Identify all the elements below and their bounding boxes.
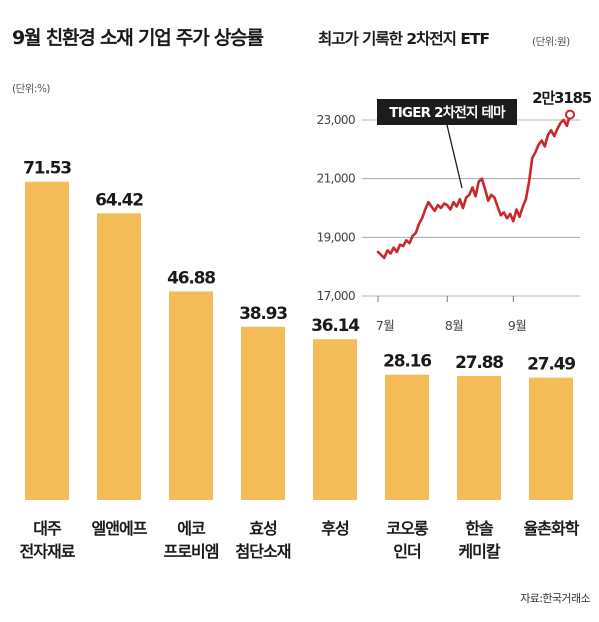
category-label: 전자재료 xyxy=(20,542,76,561)
category-label: 후성 xyxy=(321,519,349,538)
category-label: 효성 xyxy=(249,519,277,538)
line-chart: 최고가 기록한 2차전지 ETF (단위:원) 17,000 19,000 21,0… xyxy=(317,29,593,333)
category-label: 코오롱 xyxy=(386,519,428,538)
category-label: 에코 xyxy=(177,519,206,538)
y-tick-label: 17,000 xyxy=(317,289,355,303)
category-label: 인더 xyxy=(393,542,421,561)
category-label: 율촌화학 xyxy=(524,519,580,538)
bar-value-label: 46.88 xyxy=(167,268,215,288)
series-label: TIGER 2차전지 테마 xyxy=(389,104,506,121)
bar-chart-unit: (단위:%) xyxy=(12,82,50,95)
y-tick-label: 21,000 xyxy=(317,172,355,186)
series-label-box xyxy=(377,99,517,125)
bar xyxy=(529,377,573,500)
bar-value-label: 27.88 xyxy=(455,353,503,373)
y-tick-label: 23,000 xyxy=(317,113,355,127)
bar-value-label: 38.93 xyxy=(239,304,287,324)
bar-value-label: 64.42 xyxy=(95,190,143,210)
bar-value-label: 36.14 xyxy=(311,316,360,336)
end-point-marker xyxy=(565,109,575,120)
y-tick-label: 19,000 xyxy=(317,230,355,244)
bar xyxy=(457,375,501,500)
line-chart-title: 최고가 기록한 2차전지 ETF xyxy=(318,29,489,48)
category-label: 첨단소재 xyxy=(236,542,291,561)
bar xyxy=(241,326,285,500)
bar xyxy=(313,339,357,500)
bar-chart-title: 9월 친환경 소재 기업 주가 상승률 xyxy=(12,27,263,49)
line-series: 2만3185 TIGER 2차전지 테마 xyxy=(376,89,593,260)
category-label: 엘앤에프 xyxy=(92,519,148,538)
bar-value-label: 71.53 xyxy=(23,159,71,179)
bar-value-label: 28.16 xyxy=(383,352,431,372)
category-label: 대주 xyxy=(33,519,62,538)
series-line xyxy=(376,113,572,260)
line-axes: 17,000 19,000 21,000 23,000 7월 8월 9월 xyxy=(317,113,527,333)
bar xyxy=(385,374,429,500)
x-tick-label: 8월 xyxy=(445,318,463,333)
bar-value-label: 27.49 xyxy=(527,355,575,375)
bar xyxy=(169,291,213,500)
source-note: 자료:한국거래소 xyxy=(520,592,590,605)
series-label-leader xyxy=(446,124,463,189)
bar xyxy=(97,213,141,500)
x-tick-label: 9월 xyxy=(508,318,526,333)
line-chart-unit: (단위:원) xyxy=(532,35,570,48)
bar xyxy=(25,181,69,500)
end-value-label: 2만3185 xyxy=(532,89,592,107)
x-tick-label: 7월 xyxy=(376,318,394,333)
category-label: 프로비엠 xyxy=(164,542,219,561)
category-label: 한솔 xyxy=(465,519,494,538)
line-grid xyxy=(362,119,580,297)
category-label: 케미칼 xyxy=(458,542,500,561)
